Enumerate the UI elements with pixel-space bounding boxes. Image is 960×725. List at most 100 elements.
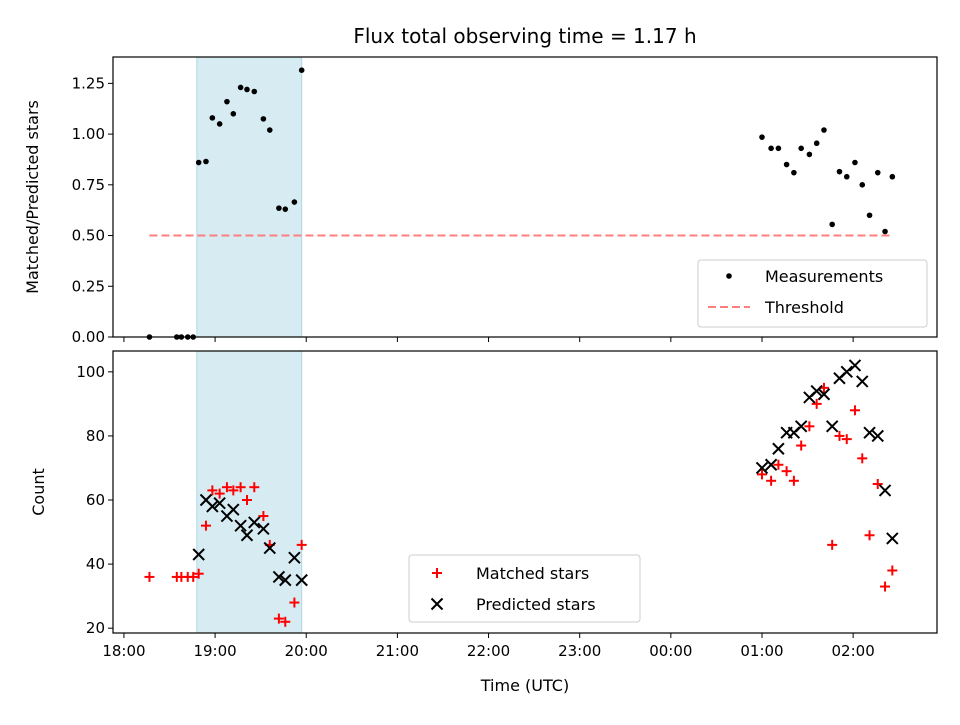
matched-star-point bbox=[834, 430, 845, 441]
measurement-point bbox=[282, 206, 289, 212]
measurement-point bbox=[276, 205, 282, 211]
measurement-point bbox=[882, 228, 888, 235]
predicted-star-point bbox=[755, 461, 769, 475]
predicted-star-point bbox=[825, 420, 839, 433]
matched-star-point bbox=[880, 581, 891, 592]
legend-measurements-marker bbox=[726, 273, 732, 279]
predicted-star-point bbox=[272, 570, 286, 584]
top-y-axis-label: Matched/Predicted stars bbox=[23, 100, 42, 294]
chart-title: Flux total observing time = 1.17 h bbox=[353, 24, 696, 48]
measurement-point bbox=[260, 116, 267, 122]
predicted-star-marker-b bbox=[817, 388, 831, 401]
measurement-point bbox=[889, 173, 896, 180]
matched-star-point bbox=[144, 571, 155, 582]
measurement-point bbox=[791, 169, 797, 176]
predicted-star-point bbox=[234, 519, 247, 532]
measurement-point bbox=[798, 145, 804, 152]
predicted-star-point bbox=[878, 484, 892, 497]
x-tick-label: 00:00 bbox=[649, 642, 692, 660]
matched-star-point bbox=[241, 495, 252, 506]
measurement-point bbox=[244, 86, 250, 93]
predicted-star-point bbox=[840, 365, 853, 379]
predicted-star-marker-b bbox=[295, 573, 308, 587]
measurement-point bbox=[266, 127, 273, 133]
matched-star-point bbox=[235, 482, 246, 493]
predicted-star-point bbox=[886, 532, 899, 545]
matched-star-point bbox=[788, 475, 799, 486]
measurement-point bbox=[821, 127, 827, 133]
predicted-star-marker-b bbox=[213, 497, 226, 510]
predicted-star-marker-b bbox=[227, 503, 240, 516]
measurement-point bbox=[775, 145, 782, 152]
matched-star-point bbox=[864, 530, 875, 541]
predicted-star-point bbox=[856, 375, 869, 388]
measurement-point bbox=[813, 140, 820, 147]
predicted-star-point bbox=[772, 442, 785, 455]
measurement-point bbox=[224, 98, 230, 105]
measurement-point bbox=[203, 158, 209, 165]
measurement-point bbox=[768, 145, 774, 152]
predicted-star-marker-b bbox=[272, 570, 286, 584]
predicted-star-point bbox=[810, 384, 823, 398]
predicted-star-marker-b bbox=[234, 519, 247, 532]
measurement-point bbox=[209, 115, 216, 121]
measurement-point bbox=[874, 169, 881, 176]
predicted-star-marker-b bbox=[248, 516, 261, 529]
legend-threshold-label: Threshold bbox=[764, 298, 844, 317]
predicted-star-point bbox=[794, 420, 808, 433]
predicted-star-marker-b bbox=[206, 500, 219, 513]
measurement-point bbox=[836, 168, 843, 175]
predicted-star-point bbox=[248, 516, 261, 529]
matched-star-point bbox=[296, 539, 307, 550]
x-tick-label: 20:00 bbox=[285, 642, 328, 660]
x-tick-label: 21:00 bbox=[376, 642, 419, 660]
x-tick-label: 22:00 bbox=[467, 642, 510, 660]
bottom-y-tick-label: 100 bbox=[76, 363, 105, 381]
legend-predicted-label: Predicted stars bbox=[476, 595, 596, 614]
measurement-point bbox=[759, 134, 765, 140]
legend-predicted-marker bbox=[430, 597, 444, 611]
x-axis-label: Time (UTC) bbox=[480, 676, 569, 695]
matched-star-point bbox=[188, 571, 199, 582]
predicted-star-marker-b bbox=[279, 573, 292, 587]
matched-star-point bbox=[781, 466, 792, 477]
matched-star-point bbox=[872, 478, 883, 489]
measurement-point bbox=[806, 151, 813, 158]
bottom-y-axis-label: Count bbox=[29, 468, 48, 516]
matched-star-point bbox=[221, 482, 232, 493]
bottom-observing-window-shade bbox=[196, 350, 303, 634]
matched-star-point bbox=[849, 405, 860, 416]
predicted-star-marker-b bbox=[871, 429, 884, 443]
predicted-star-marker-b bbox=[794, 420, 808, 433]
predicted-star-marker-b bbox=[848, 359, 862, 372]
predicted-star-marker-b bbox=[764, 458, 778, 471]
bottom-y-tick-label: 40 bbox=[86, 555, 105, 573]
predicted-star-point bbox=[871, 429, 884, 443]
matched-star-point bbox=[841, 434, 852, 445]
matched-star-point bbox=[857, 453, 868, 464]
bottom-y-tick-label: 60 bbox=[86, 491, 105, 509]
measurement-point bbox=[291, 199, 298, 205]
matched-star-point bbox=[289, 597, 300, 608]
predicted-star-point bbox=[213, 497, 226, 510]
predicted-star-point bbox=[817, 388, 831, 401]
predicted-star-marker-b bbox=[840, 365, 853, 379]
predicted-star-point bbox=[279, 573, 292, 587]
legend-measurements-label: Measurements bbox=[765, 267, 883, 286]
predicted-star-marker-b bbox=[863, 426, 876, 439]
predicted-star-point bbox=[227, 503, 240, 516]
predicted-star-point bbox=[263, 541, 276, 555]
top-legend: Measurements Threshold bbox=[697, 259, 928, 328]
top-y-tick-label: 0.25 bbox=[72, 277, 105, 295]
top-y-tick-label: 1.25 bbox=[72, 74, 105, 92]
measurement-point bbox=[195, 159, 202, 166]
bottom-legend: Matched stars Predicted stars bbox=[408, 554, 641, 623]
matched-star-point bbox=[249, 482, 260, 493]
bottom-y-tick-label: 80 bbox=[86, 427, 105, 445]
measurement-point bbox=[859, 182, 866, 188]
matched-star-point bbox=[200, 520, 211, 531]
measurement-point bbox=[829, 221, 835, 228]
predicted-star-marker-b bbox=[886, 532, 899, 545]
predicted-star-marker-b bbox=[263, 541, 276, 555]
